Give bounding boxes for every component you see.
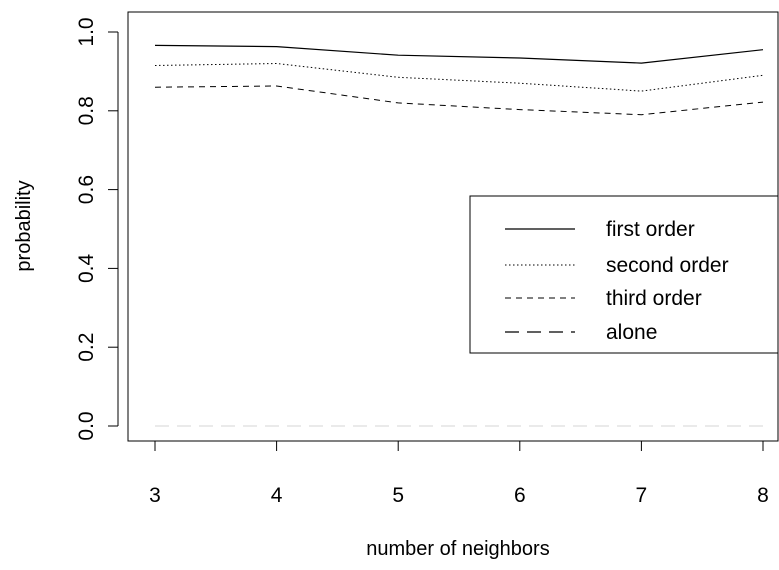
x-tick-label: 5 (392, 484, 404, 507)
series-line-second-order (154, 62, 764, 92)
y-tick-label: 0.8 (75, 96, 98, 125)
y-tick-label: 1.0 (75, 17, 98, 46)
x-tick-label: 7 (636, 484, 648, 507)
series-layer (154, 44, 764, 427)
x-axis-label: number of neighbors (366, 538, 549, 560)
y-tick-label: 0.6 (75, 175, 98, 204)
x-tick-label: 6 (514, 484, 526, 507)
legend-label: first order (606, 218, 695, 241)
y-tick-label: 0.0 (75, 411, 98, 440)
legend-label: second order (606, 254, 729, 277)
legend-label: alone (606, 321, 657, 344)
x-tick-label: 3 (149, 484, 161, 507)
y-axis-label: probability (13, 180, 35, 271)
y-axis: 0.0 0.2 0.4 0.6 0.8 1.0 (75, 17, 119, 441)
legend-label: third order (606, 287, 702, 310)
legend: first order second order third order alone (469, 195, 779, 354)
y-tick-label: 0.2 (75, 333, 98, 362)
x-tick-label: 4 (271, 484, 283, 507)
y-tick-label: 0.4 (75, 253, 98, 283)
series-line-third-order (154, 85, 764, 116)
x-axis: 3 4 5 6 7 8 (149, 440, 769, 507)
x-tick-label: 8 (757, 484, 769, 507)
series-line-first-order (154, 44, 764, 64)
legend-box (469, 195, 779, 354)
